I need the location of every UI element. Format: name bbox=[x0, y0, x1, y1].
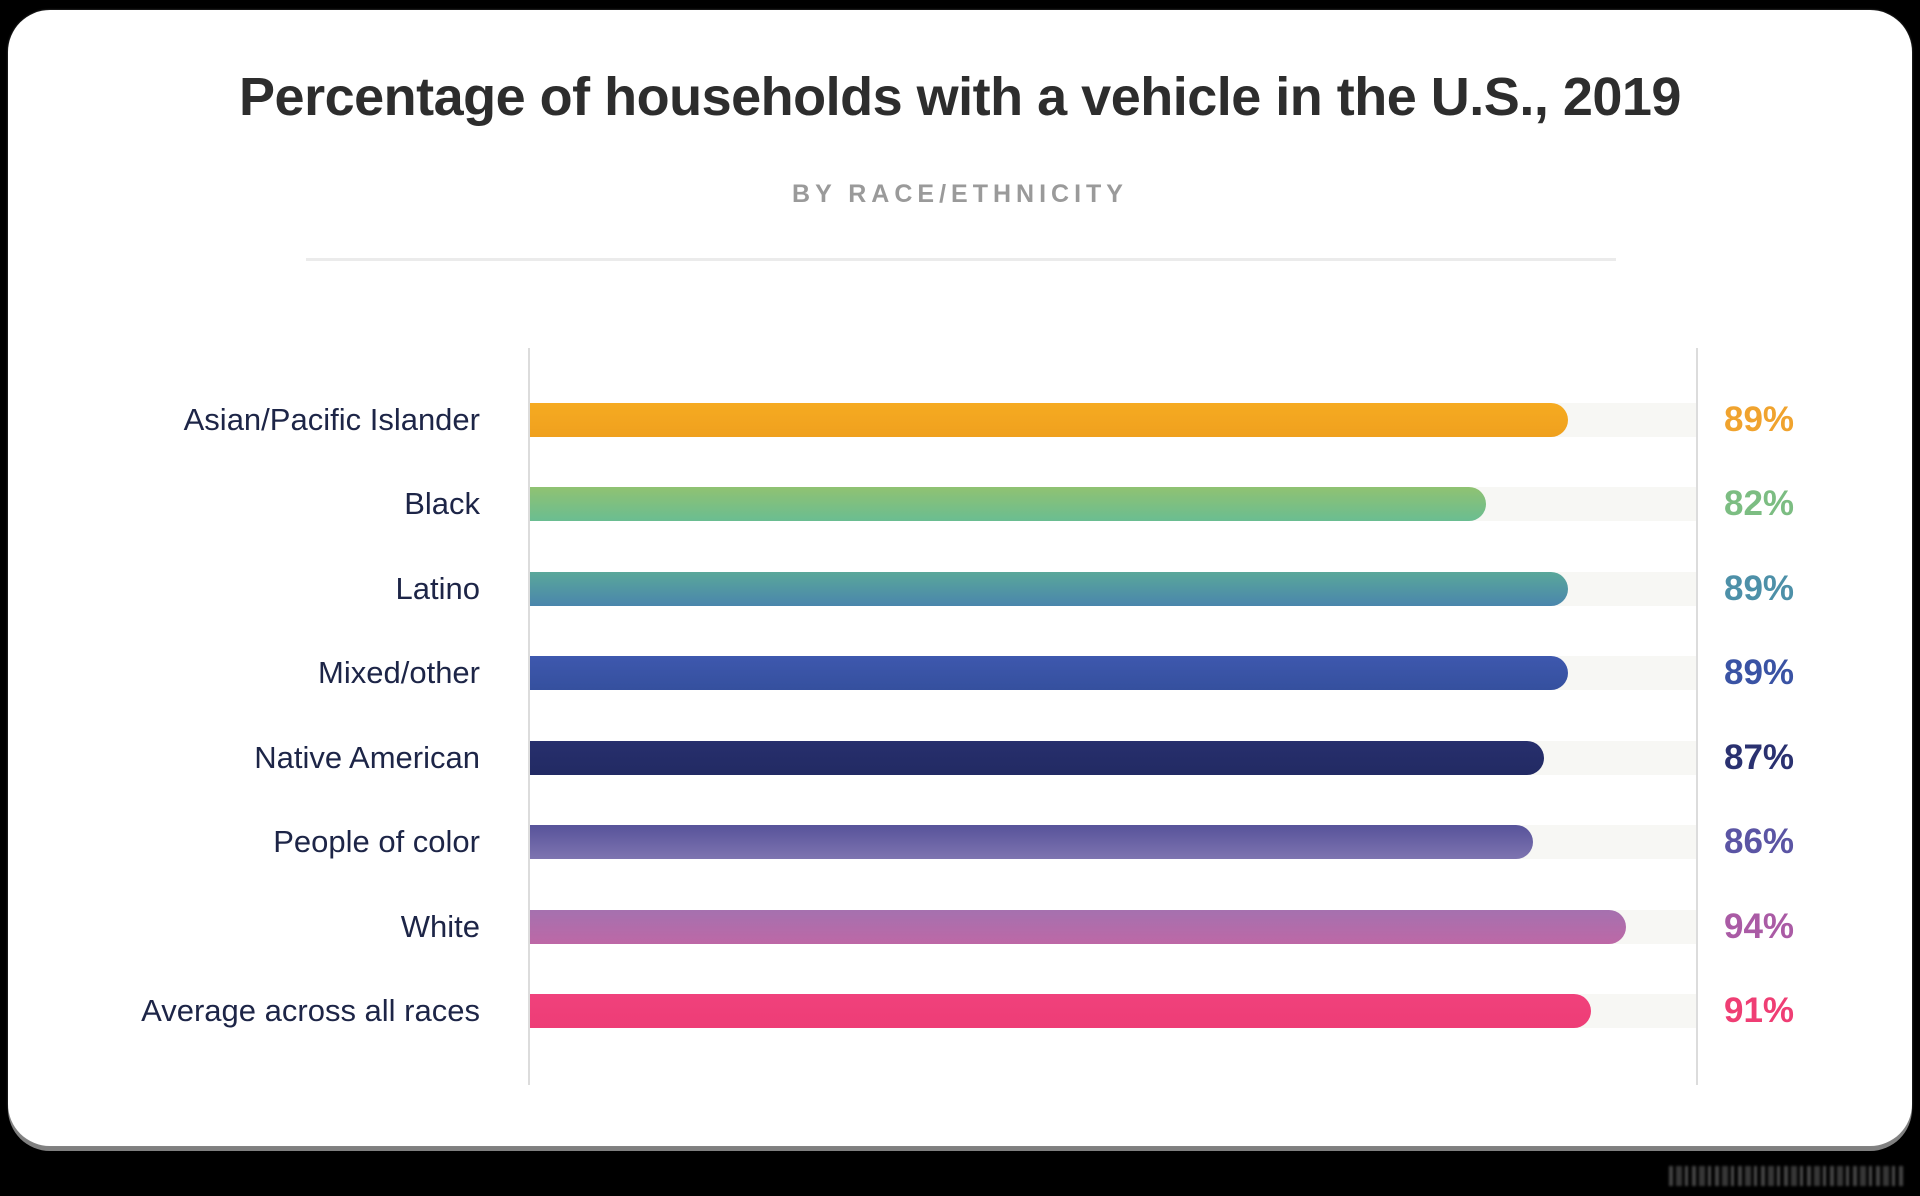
bar-value: 91% bbox=[1724, 991, 1795, 1030]
bar-value: 89% bbox=[1724, 653, 1795, 692]
bar-fill[interactable] bbox=[530, 994, 1592, 1028]
bar-row: Average across all races 91% bbox=[141, 991, 1794, 1030]
bar-track bbox=[530, 741, 1696, 775]
category-label: Average across all races bbox=[141, 993, 480, 1028]
bar-value: 94% bbox=[1724, 907, 1795, 946]
bar-value: 87% bbox=[1724, 738, 1795, 777]
bar-fill[interactable] bbox=[530, 487, 1487, 521]
bar-track bbox=[530, 994, 1696, 1028]
bar-row: Mixed/other 89% bbox=[318, 653, 1794, 692]
chart-title: Percentage of households with a vehicle … bbox=[239, 67, 1681, 127]
bar-fill[interactable] bbox=[530, 403, 1568, 437]
bar-row: Asian/Pacific Islander 89% bbox=[184, 400, 1794, 439]
bar-track bbox=[530, 825, 1696, 859]
bar-row: Latino 89% bbox=[396, 569, 1795, 608]
bar-value: 89% bbox=[1724, 569, 1795, 608]
bar-value: 86% bbox=[1724, 822, 1795, 861]
category-label: Asian/Pacific Islander bbox=[183, 402, 480, 437]
category-label: Mixed/other bbox=[318, 655, 480, 690]
bar-row: Black 82% bbox=[404, 484, 1794, 523]
category-label: Latino bbox=[395, 571, 480, 606]
category-label: Black bbox=[404, 486, 480, 521]
bar-track bbox=[530, 572, 1696, 606]
bar-row: People of color 86% bbox=[273, 822, 1794, 861]
bar-fill[interactable] bbox=[530, 656, 1568, 690]
chart-card: Percentage of households with a vehicle … bbox=[8, 10, 1912, 1146]
bar-row: Native American 87% bbox=[254, 738, 1794, 777]
bar-fill[interactable] bbox=[530, 825, 1533, 859]
chart-subtitle: BY RACE/ETHNICITY bbox=[792, 180, 1128, 208]
watermark-illegible bbox=[1669, 1166, 1904, 1186]
bar-track bbox=[530, 403, 1696, 437]
category-label: White bbox=[400, 909, 480, 944]
bar-value: 82% bbox=[1724, 484, 1795, 523]
bar-track bbox=[530, 487, 1696, 521]
bar-track bbox=[530, 910, 1696, 944]
bar-fill[interactable] bbox=[530, 741, 1545, 775]
bar-row: White 94% bbox=[401, 907, 1794, 946]
bar-track bbox=[530, 656, 1696, 690]
bar-fill[interactable] bbox=[530, 910, 1627, 944]
bar-fill[interactable] bbox=[530, 572, 1568, 606]
category-label: People of color bbox=[273, 824, 480, 859]
category-label: Native American bbox=[254, 740, 480, 775]
header-divider bbox=[306, 258, 1616, 261]
bar-value: 89% bbox=[1724, 400, 1795, 439]
bar-chart-plot-area: Asian/Pacific Islander 89% Black 82% Lat… bbox=[141, 348, 1795, 1085]
